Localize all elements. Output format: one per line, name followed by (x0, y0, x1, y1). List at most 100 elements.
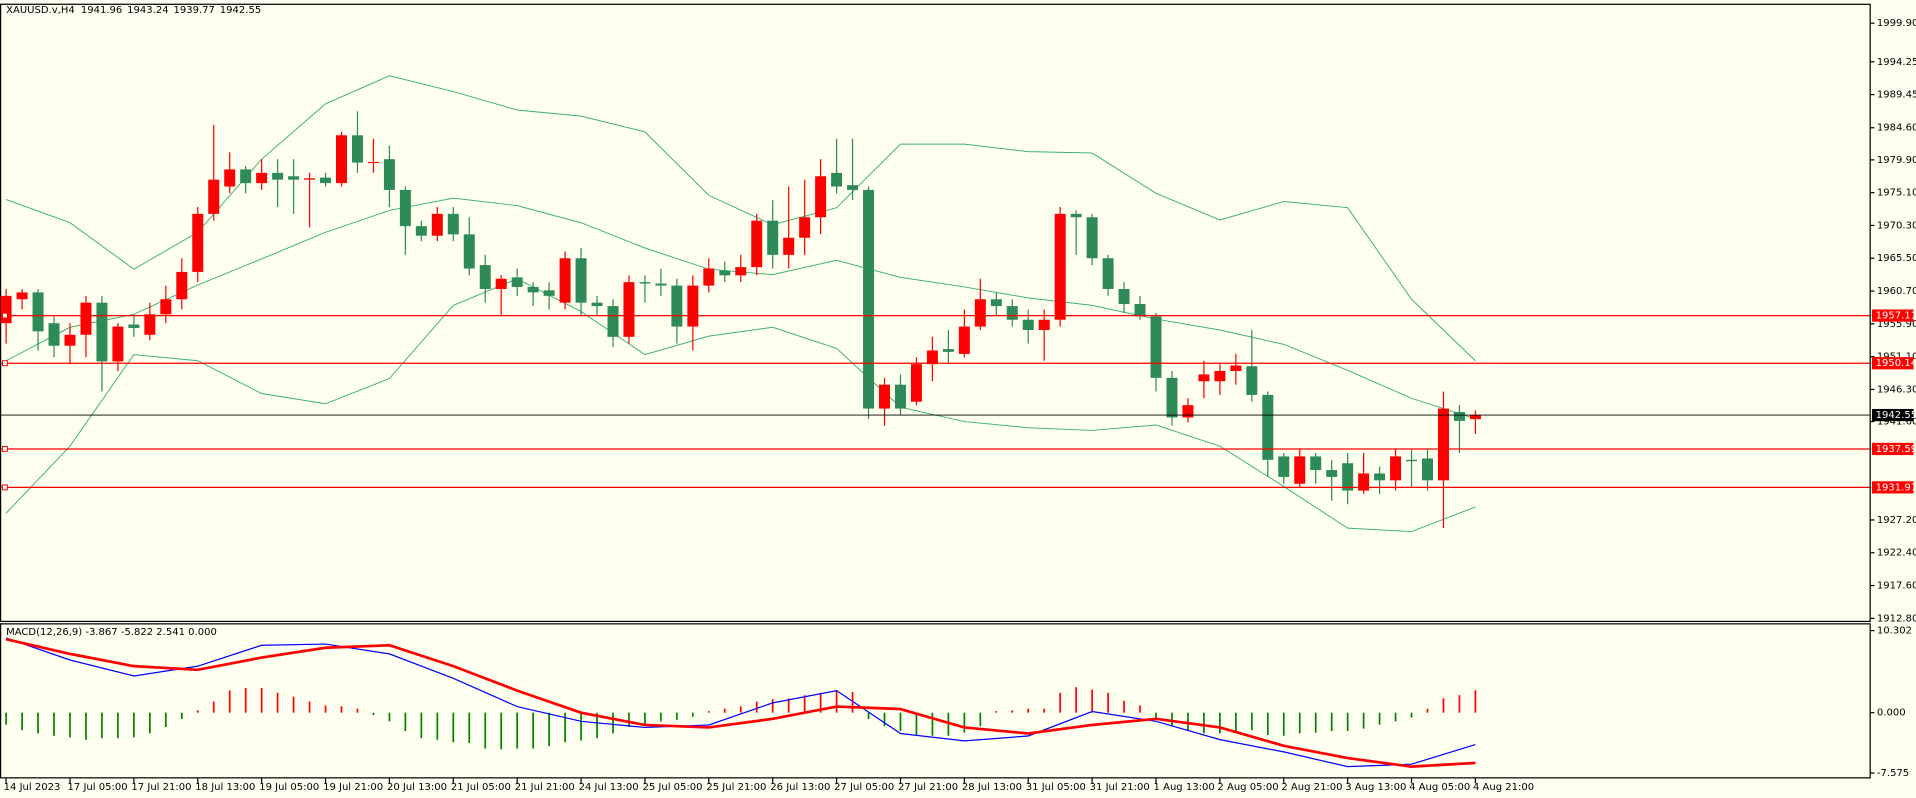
candle-body (399, 189, 411, 227)
candle-body (543, 290, 555, 296)
x-tick-label: 31 Jul 05:00 (1026, 782, 1086, 793)
candle-body (847, 185, 859, 190)
x-tick-label: 24 Jul 13:00 (579, 782, 639, 793)
x-tick-label: 4 Aug 05:00 (1409, 782, 1470, 793)
level-label-bg (1872, 309, 1914, 322)
candle-body (879, 384, 890, 409)
candle-body (431, 213, 443, 236)
candle-body (1310, 456, 1322, 471)
level-label: 1931.97 (1876, 482, 1916, 493)
x-tick-label: 27 Jul 21:00 (898, 782, 958, 793)
candle-body (511, 277, 523, 287)
candle-body (1294, 456, 1306, 484)
candle-body (304, 178, 316, 180)
candle-body (1390, 456, 1402, 481)
candle-body (128, 324, 140, 328)
candle-body (383, 159, 395, 190)
candle-body (320, 177, 332, 184)
x-tick-label: 14 Jul 2023 (4, 782, 61, 793)
candle-body (863, 189, 875, 409)
candle-body (655, 283, 667, 286)
header-close: 1942.55 (220, 5, 261, 16)
candle-body (1326, 470, 1338, 477)
main-panel (0, 75, 1870, 533)
y-tick-label: 1927.20 (1877, 515, 1916, 526)
y-tick-label: 1979.90 (1877, 155, 1916, 166)
level-anchor (1, 360, 8, 367)
y-tick-label: 1955.90 (1877, 319, 1916, 330)
candle-body (0, 295, 12, 324)
candle-body (799, 217, 811, 238)
y-tick-label: 1999.90 (1877, 18, 1916, 29)
x-tick-label: 1 Aug 13:00 (1154, 782, 1215, 793)
x-tick-label: 3 Aug 13:00 (1345, 782, 1406, 793)
candle-body (1406, 459, 1418, 462)
candle-body (1134, 304, 1146, 317)
x-tick-label: 21 Jul 05:00 (451, 782, 511, 793)
candle-body (288, 176, 300, 180)
x-tick-label: 26 Jul 13:00 (770, 782, 830, 793)
candle-body (1358, 473, 1370, 491)
y-tick-label: 1970.30 (1877, 220, 1916, 231)
candle-body (1230, 365, 1242, 371)
candle-body (1006, 306, 1018, 320)
x-tick-label: 25 Jul 05:00 (642, 782, 702, 793)
candle-body (591, 302, 603, 307)
candle-body (351, 135, 363, 163)
candle-body (272, 172, 284, 180)
x-tick-label: 21 Jul 21:00 (515, 782, 575, 793)
candle-body (1374, 473, 1386, 481)
candle-body (224, 169, 236, 187)
x-tick-label: 31 Jul 21:00 (1090, 782, 1150, 793)
candle-body (176, 271, 188, 300)
candle-body (1166, 377, 1178, 418)
candle-body (367, 161, 379, 164)
candle-body (1182, 405, 1194, 418)
candle-body (1150, 316, 1162, 378)
y-tick-label: 1917.60 (1877, 581, 1916, 592)
y-tick-label: -7.575 (1877, 768, 1909, 779)
main-panel-frame (0, 3, 1871, 623)
candle-body (415, 226, 427, 236)
candle-body (447, 213, 459, 235)
candle-body (894, 384, 906, 409)
candle-body (575, 258, 587, 303)
x-tick-label: 27 Jul 05:00 (834, 782, 894, 793)
candle-body (1422, 458, 1434, 481)
candle-body (144, 314, 156, 335)
candle-body (1054, 213, 1066, 320)
candle-body (639, 282, 651, 284)
x-tick-label: 19 Jul 21:00 (323, 782, 383, 793)
candle-body (974, 299, 986, 327)
candle-body (96, 302, 108, 362)
candle-body (623, 282, 635, 337)
candle-body (1262, 394, 1274, 460)
candle-body (559, 258, 571, 303)
level-anchor (1, 446, 8, 452)
candle-body (1086, 217, 1098, 259)
candle-body (32, 292, 44, 332)
price-label-bg (1872, 408, 1914, 422)
band-lower (5, 278, 1476, 533)
x-tick-label: 17 Jul 05:00 (68, 782, 128, 793)
macd-panel (5, 637, 1477, 769)
candle-body (479, 265, 491, 290)
candle-body (926, 350, 938, 365)
level-label: 1937.59 (1876, 444, 1916, 455)
candle-body (1118, 289, 1130, 305)
candle-body (1453, 411, 1465, 421)
candle-body (958, 326, 970, 354)
y-tick-label: 1975.10 (1877, 188, 1916, 199)
x-tick-label: 18 Jul 13:00 (195, 782, 255, 793)
x-tick-label: 25 Jul 21:00 (706, 782, 766, 793)
candle-body (767, 220, 779, 255)
candle-body (1214, 370, 1226, 382)
y-tick-label: 1912.80 (1877, 613, 1916, 624)
candle-body (192, 213, 204, 272)
macd-title: MACD(12,26,9) -3.867 -5.822 2.541 0.000 (6, 627, 217, 638)
candle-body (687, 285, 699, 327)
macd-line (5, 637, 1476, 768)
x-tick-label: 19 Jul 05:00 (259, 782, 319, 793)
